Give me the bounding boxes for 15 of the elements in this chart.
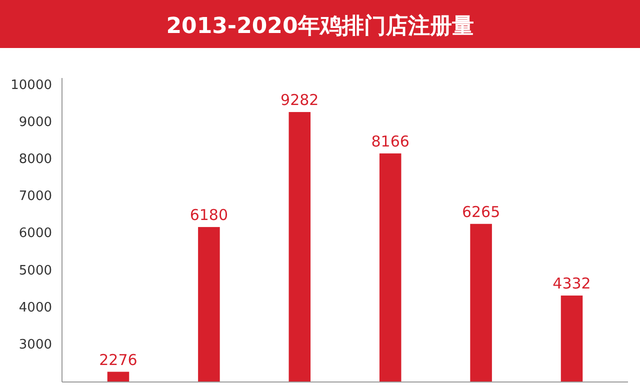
data-label: 4332 <box>552 274 591 293</box>
y-tick-label: 4000 <box>18 300 52 316</box>
y-tick-label: 3000 <box>18 337 52 352</box>
data-label: 8166 <box>371 132 410 150</box>
data-label: 2276 <box>99 350 138 369</box>
y-tick-label: 10000 <box>10 78 52 93</box>
chart-title: 2013-2020年鸡排门店注册量 <box>166 13 474 39</box>
data-label: 6180 <box>190 206 228 224</box>
y-tick-label: 7000 <box>18 189 52 204</box>
data-label: 9282 <box>280 91 319 110</box>
y-tick-label: 6000 <box>18 226 52 242</box>
y-tick-label: 9000 <box>18 114 52 130</box>
y-tick-label: 5000 <box>18 263 52 278</box>
y-tick-label: 8000 <box>18 152 52 168</box>
data-label: 6265 <box>462 202 500 221</box>
